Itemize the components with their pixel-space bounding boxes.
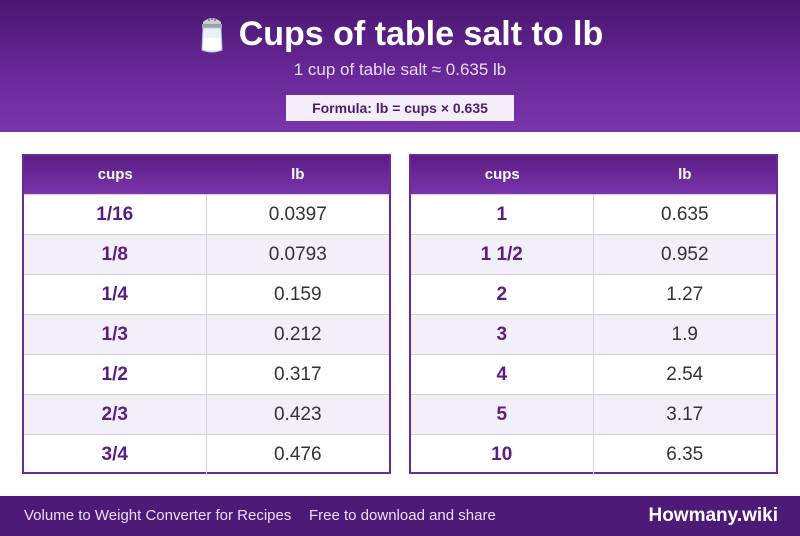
lb-cell: 1.9: [671, 324, 698, 345]
table-row: 1/16 0.0397: [24, 194, 389, 234]
lb-cell: 0.476: [273, 444, 322, 465]
cups-cell: 1: [411, 195, 594, 234]
column-header-lb: lb: [678, 166, 692, 183]
cups-cell: 1/8: [24, 235, 207, 274]
table-row: 5 3.17: [411, 394, 776, 434]
page-title: Cups of table salt to lb: [238, 14, 604, 53]
column-header-cups: cups: [484, 166, 520, 183]
cups-cell: 2: [411, 275, 594, 314]
table-row: 1 0.635: [411, 194, 776, 234]
table-row: 4 2.54: [411, 354, 776, 394]
brand-logo-text[interactable]: Howmany.wiki: [648, 505, 778, 526]
footer-converter-link[interactable]: Volume to Weight Converter for Recipes: [24, 507, 292, 524]
header-banner: Cups of table salt to lb 1 cup of table …: [0, 0, 800, 132]
subtitle: 1 cup of table salt ≈ 0.635 lb: [293, 60, 507, 79]
cups-cell: 1 1/2: [411, 235, 594, 274]
footer-tagline: Free to download and share: [309, 507, 496, 524]
lb-cell: 2.54: [666, 364, 704, 385]
lb-cell: 3.17: [666, 404, 704, 425]
salt-shaker-icon: [197, 14, 227, 54]
lb-cell: 0.159: [273, 284, 322, 305]
lb-cell: 0.423: [273, 404, 322, 425]
table-row: 1/4 0.159: [24, 274, 389, 314]
cups-cell: 1/16: [24, 195, 207, 234]
conversion-table-left: cups lb 1/16 0.0397 1/8 0.0793 1/4 0.159…: [22, 154, 391, 474]
table-row: 2/3 0.423: [24, 394, 389, 434]
formula-badge: Formula: lb = cups × 0.635: [286, 95, 514, 121]
lb-cell: 1.27: [666, 284, 704, 305]
cups-cell: 3/4: [24, 435, 207, 474]
column-header-lb: lb: [291, 166, 305, 183]
table-header: cups lb: [24, 156, 389, 194]
lb-cell: 0.212: [273, 324, 322, 345]
table-row: 3/4 0.476: [24, 434, 389, 474]
lb-cell: 6.35: [666, 444, 704, 465]
lb-cell: 0.952: [660, 244, 709, 265]
cups-cell: 5: [411, 395, 594, 434]
table-row: 1/2 0.317: [24, 354, 389, 394]
lb-cell: 0.635: [660, 204, 709, 225]
table-row: 1/8 0.0793: [24, 234, 389, 274]
footer-bar: Volume to Weight Converter for Recipes F…: [0, 496, 800, 536]
table-row: 3 1.9: [411, 314, 776, 354]
table-row: 10 6.35: [411, 434, 776, 474]
cups-cell: 4: [411, 355, 594, 394]
cups-cell: 10: [411, 435, 594, 474]
column-header-cups: cups: [97, 166, 133, 183]
table-row: 2 1.27: [411, 274, 776, 314]
cups-cell: 1/2: [24, 355, 207, 394]
table-row: 1/3 0.212: [24, 314, 389, 354]
lb-cell: 0.0397: [268, 204, 327, 225]
cups-cell: 3: [411, 315, 594, 354]
cups-cell: 1/3: [24, 315, 207, 354]
table-row: 1 1/2 0.952: [411, 234, 776, 274]
lb-cell: 0.317: [273, 364, 322, 385]
table-header: cups lb: [411, 156, 776, 194]
cups-cell: 2/3: [24, 395, 207, 434]
conversion-table-right: cups lb 1 0.635 1 1/2 0.952 2 1.27 3 1.9…: [409, 154, 778, 474]
lb-cell: 0.0793: [268, 244, 327, 265]
title-row: Cups of table salt to lb: [0, 14, 800, 54]
cups-cell: 1/4: [24, 275, 207, 314]
